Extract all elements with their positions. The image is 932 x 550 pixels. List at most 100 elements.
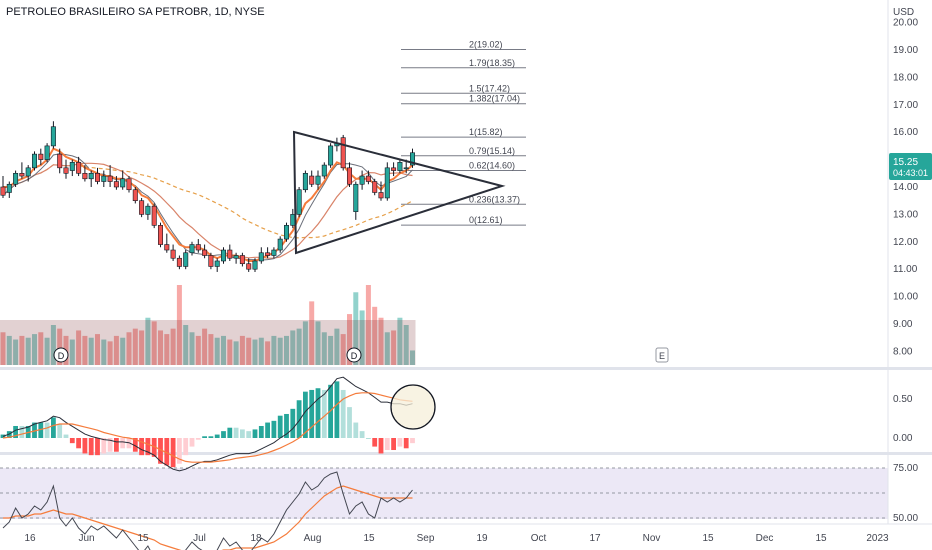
last-price-value: 15.25 [893,157,918,168]
candle-body [31,153,37,169]
volume-bar [158,330,163,365]
axis-tick-label: 0.00 [893,433,913,444]
macd-histogram-bar [208,436,214,438]
candle-body [69,162,75,171]
volume-bar [328,335,334,365]
candle [88,170,94,187]
candle-body [315,175,321,185]
candle-body [202,249,208,256]
candle [246,258,252,272]
earnings-marker[interactable]: E [655,347,669,363]
candle [340,134,346,171]
volume-bar [315,321,321,365]
triangle-drawing[interactable] [292,130,506,255]
candle-body [397,162,403,171]
volume-bar [372,306,378,365]
volume-bar [145,317,151,365]
axis-tick-label: 18.00 [893,72,918,83]
candle [44,143,50,163]
macd-histogram-bar [19,425,25,438]
macd-histogram-bar [391,438,396,451]
fib-level-label: 0.79(15.14) [469,146,515,156]
macd-histogram-bar [114,438,119,452]
volume-bar [353,292,359,365]
axis-tick-label: 12.00 [893,237,918,248]
candle [372,178,378,196]
macd-histogram-bar [397,438,403,447]
macd-axis[interactable]: 0.50 0.00 [893,394,913,444]
candle [158,222,164,248]
candle [309,170,315,187]
candle-body [227,249,233,259]
macd-indicator [0,376,415,472]
macd-histogram-bar [57,424,63,438]
fib-extension[interactable]: 2(19.02) 1.79(18.35) 1.5(17.42)1.382(17.04… [401,39,526,226]
macd-histogram-bar [309,389,315,438]
candle-body [88,173,94,180]
candle-body [309,175,315,185]
candle [151,203,157,229]
volume-bar [183,325,189,365]
candle [202,244,208,259]
volume-bar [126,332,132,365]
candle [296,187,302,218]
candle-body [82,173,88,180]
candle-body [365,175,371,182]
pane-separator-2[interactable] [0,452,932,455]
time-axis-label: Aug [304,533,322,544]
volume-bar [113,335,119,365]
macd-histogram-bar [340,389,346,438]
candle-body [208,255,214,267]
volume-bar [309,301,315,365]
time-axis[interactable]: 16 Jun 15 Jul 18 Aug 15 Sep 19 Oct 17 Nov 15 Dec 15 202… [24,533,889,544]
candle [359,170,365,190]
macd-histogram-bar [177,438,182,464]
candle-body [353,183,359,212]
candle-body [258,252,264,262]
candle [107,165,113,187]
candle-body [120,178,126,188]
volume-bar [221,335,226,365]
candle-body [107,175,113,182]
volume-bar [164,334,170,365]
dividend-marker-2[interactable]: D [346,347,362,363]
last-price-countdown: 04:43:01 [893,168,928,178]
macd-highlight-circle[interactable] [390,384,436,430]
volume-bar [202,328,208,365]
candle [132,187,138,204]
dividend-marker-1[interactable]: D [53,347,69,363]
rsi-line [2,471,413,550]
candle [101,170,107,187]
volume-bar [246,337,252,365]
macd-histogram-bar [290,408,296,438]
price-axis[interactable]: 20.00 19.00 18.00 17.00 16.00 14.00 13.00 12.00… [893,18,918,358]
volume-bar [151,321,157,365]
macd-histogram-bar [195,438,201,440]
candle-body [101,175,107,182]
candle [397,159,403,174]
earnings-marker-label: E [659,351,665,361]
axis-tick-label: 20.00 [893,18,918,29]
macd-histogram-bar [321,389,327,438]
earnings-marker-icon [655,347,669,363]
macd-histogram-bar [151,438,157,457]
candle-body [158,225,164,245]
macd-histogram-bar [44,422,50,438]
candle [195,239,201,253]
macd-histogram-bar [38,422,44,438]
macd-histogram-bar [145,438,151,456]
macd-histogram-bar [63,434,69,438]
pane-separator-1[interactable] [0,367,932,370]
volume-bar [277,337,283,365]
macd-signal-line [2,392,413,463]
volume-bar [88,337,94,365]
candle [302,170,308,193]
candle-body [214,260,220,267]
fib-level-label: 1.382(17.04) [469,94,520,104]
candle [227,244,233,261]
candle [113,176,119,190]
macd-histogram-bar [271,420,277,438]
candle [315,170,321,190]
